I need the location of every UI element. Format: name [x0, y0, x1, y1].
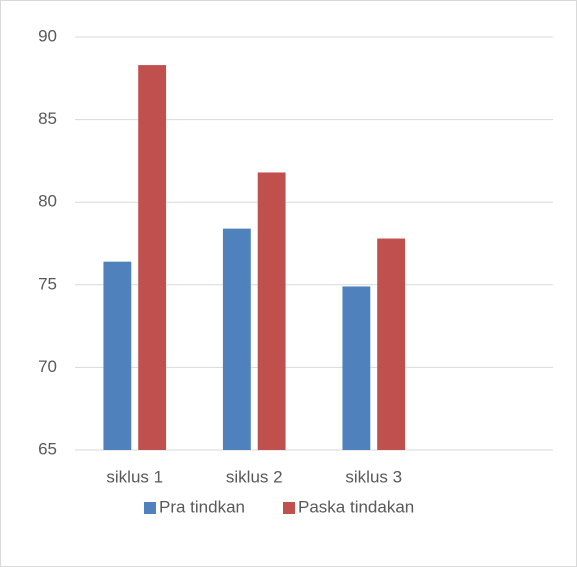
- bar: [222, 228, 251, 450]
- bar: [103, 261, 132, 450]
- y-tick-label: 75: [38, 274, 57, 293]
- x-tick-label: siklus 2: [226, 467, 283, 486]
- legend-swatch: [144, 502, 156, 514]
- y-tick-label: 90: [38, 26, 57, 45]
- y-tick-label: 85: [38, 109, 57, 128]
- bar: [257, 172, 286, 451]
- legend-swatch: [283, 502, 295, 514]
- bar: [377, 238, 406, 450]
- y-tick-label: 70: [38, 357, 57, 376]
- y-tick-label: 80: [38, 192, 57, 211]
- legend-label: Pra tindkan: [159, 497, 245, 516]
- x-tick-label: siklus 3: [345, 467, 402, 486]
- y-tick-label: 65: [38, 439, 57, 458]
- bar: [138, 65, 167, 451]
- bar: [342, 286, 371, 450]
- legend-label: Paska tindakan: [298, 497, 414, 516]
- x-tick-label: siklus 1: [106, 467, 163, 486]
